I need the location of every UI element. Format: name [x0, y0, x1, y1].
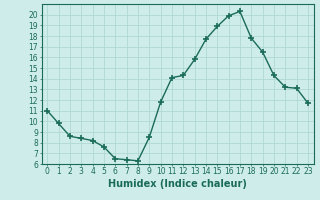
X-axis label: Humidex (Indice chaleur): Humidex (Indice chaleur) — [108, 179, 247, 189]
